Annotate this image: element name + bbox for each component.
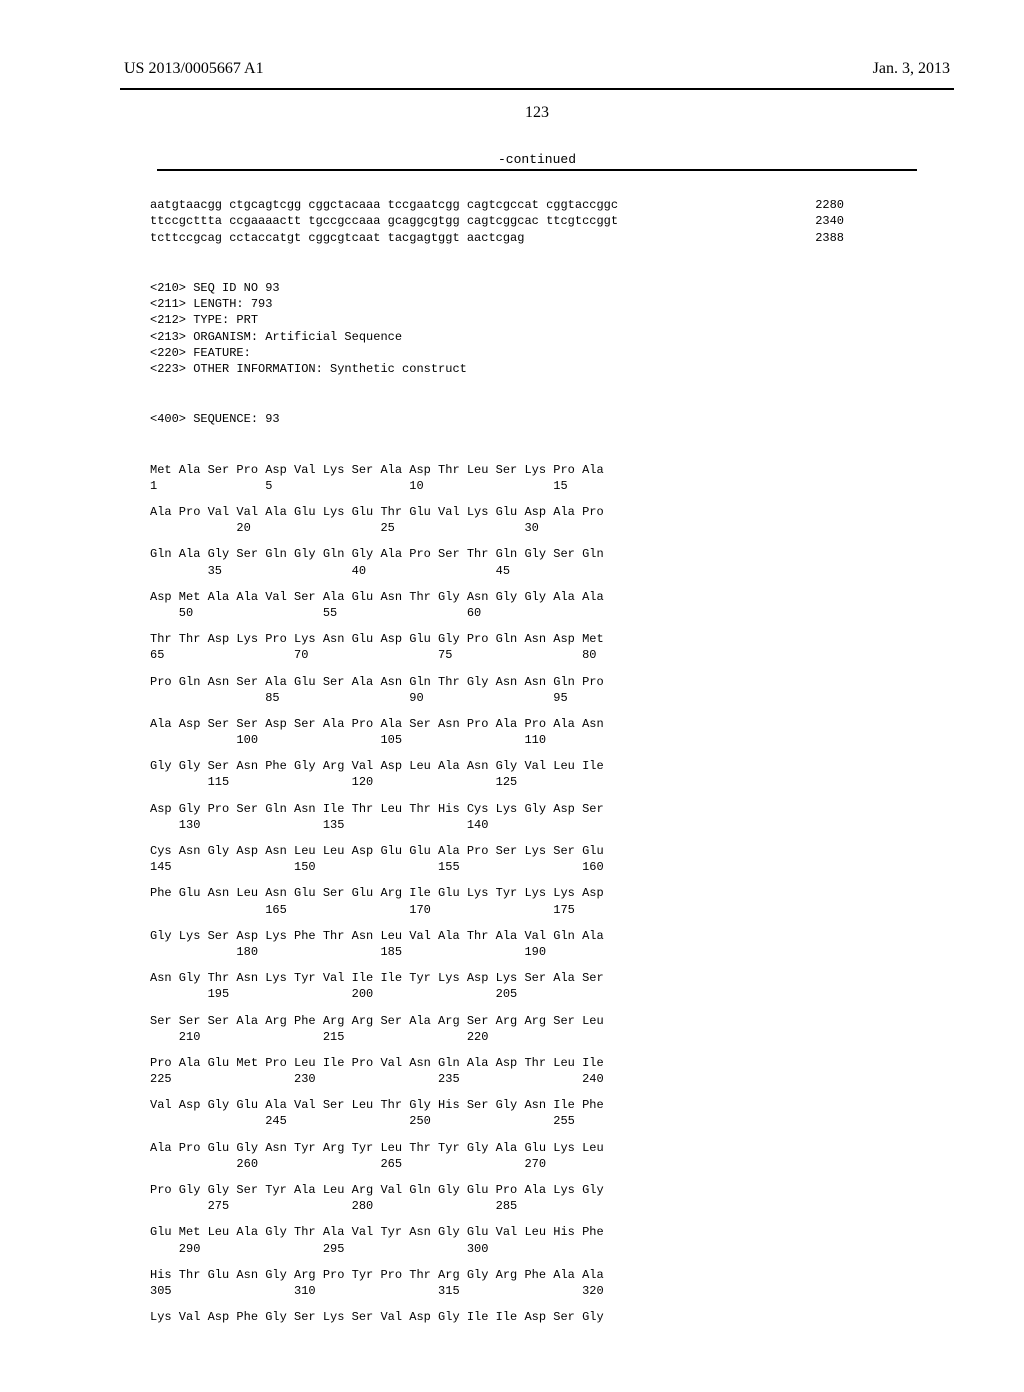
amino-acid-row: Glu Met Leu Ala Gly Thr Ala Val Tyr Asn …: [150, 1224, 954, 1256]
dna-sequence-text: tcttccgcag cctaccatgt cggcgtcaat tacgagt…: [150, 230, 794, 246]
amino-acid-positions: 245 250 255: [150, 1113, 954, 1129]
dna-position: 2340: [794, 213, 844, 229]
amino-acid-sequence: Lys Val Asp Phe Gly Ser Lys Ser Val Asp …: [150, 1309, 954, 1325]
sequence-top-rule: [157, 169, 917, 171]
amino-acid-row: Met Ala Ser Pro Asp Val Lys Ser Ala Asp …: [150, 462, 954, 494]
amino-acid-sequence: Ala Pro Glu Gly Asn Tyr Arg Tyr Leu Thr …: [150, 1140, 954, 1156]
amino-acid-row: Ala Pro Val Val Ala Glu Lys Glu Thr Glu …: [150, 504, 954, 536]
amino-acid-positions: 35 40 45: [150, 563, 954, 579]
amino-acid-positions: 260 265 270: [150, 1156, 954, 1172]
amino-acid-row: Asn Gly Thr Asn Lys Tyr Val Ile Ile Tyr …: [150, 970, 954, 1002]
publication-date: Jan. 3, 2013: [873, 60, 950, 78]
amino-acid-positions: 165 170 175: [150, 902, 954, 918]
amino-acid-sequence: Thr Thr Asp Lys Pro Lys Asn Glu Asp Glu …: [150, 631, 954, 647]
amino-acid-positions: 290 295 300: [150, 1241, 954, 1257]
amino-acid-positions: 195 200 205: [150, 986, 954, 1002]
dna-row: aatgtaacgg ctgcagtcgg cggctacaaa tccgaat…: [150, 197, 954, 213]
amino-acid-sequence: Pro Ala Glu Met Pro Leu Ile Pro Val Asn …: [150, 1055, 954, 1071]
amino-acid-row: Lys Val Asp Phe Gly Ser Lys Ser Val Asp …: [150, 1309, 954, 1325]
amino-acid-row: Val Asp Gly Glu Ala Val Ser Leu Thr Gly …: [150, 1097, 954, 1129]
amino-acid-sequence: Glu Met Leu Ala Gly Thr Ala Val Tyr Asn …: [150, 1224, 954, 1240]
dna-sequence-block: aatgtaacgg ctgcagtcgg cggctacaaa tccgaat…: [150, 197, 954, 246]
amino-acid-sequence: Asn Gly Thr Asn Lys Tyr Val Ile Ile Tyr …: [150, 970, 954, 986]
page-number: 123: [120, 104, 954, 122]
dna-position: 2388: [794, 230, 844, 246]
dna-sequence-text: aatgtaacgg ctgcagtcgg cggctacaaa tccgaat…: [150, 197, 794, 213]
amino-acid-row: Pro Ala Glu Met Pro Leu Ile Pro Val Asn …: [150, 1055, 954, 1087]
amino-acid-sequence: Ala Asp Ser Ser Asp Ser Ala Pro Ala Ser …: [150, 716, 954, 732]
amino-acid-row: Ala Asp Ser Ser Asp Ser Ala Pro Ala Ser …: [150, 716, 954, 748]
amino-acid-positions: 225 230 235 240: [150, 1071, 954, 1087]
amino-acid-sequence: Val Asp Gly Glu Ala Val Ser Leu Thr Gly …: [150, 1097, 954, 1113]
seq-header-line: <223> OTHER INFORMATION: Synthetic const…: [150, 361, 954, 377]
amino-acid-row: Cys Asn Gly Asp Asn Leu Leu Asp Glu Glu …: [150, 843, 954, 875]
seq-header-line: <212> TYPE: PRT: [150, 312, 954, 328]
seq-header-line: <220> FEATURE:: [150, 345, 954, 361]
amino-acid-sequence: Gly Lys Ser Asp Lys Phe Thr Asn Leu Val …: [150, 928, 954, 944]
amino-acid-positions: 65 70 75 80: [150, 647, 954, 663]
amino-acid-sequence: Cys Asn Gly Asp Asn Leu Leu Asp Glu Glu …: [150, 843, 954, 859]
amino-acid-sequence: Gly Gly Ser Asn Phe Gly Arg Val Asp Leu …: [150, 758, 954, 774]
amino-acid-row: Thr Thr Asp Lys Pro Lys Asn Glu Asp Glu …: [150, 631, 954, 663]
sequence-header-block: <210> SEQ ID NO 93<211> LENGTH: 793<212>…: [150, 280, 954, 377]
amino-acid-sequence: Ala Pro Val Val Ala Glu Lys Glu Thr Glu …: [150, 504, 954, 520]
amino-acid-positions: 305 310 315 320: [150, 1283, 954, 1299]
amino-acid-row: Asp Gly Pro Ser Gln Asn Ile Thr Leu Thr …: [150, 801, 954, 833]
amino-acid-positions: 130 135 140: [150, 817, 954, 833]
page-header: US 2013/0005667 A1 Jan. 3, 2013: [120, 60, 954, 78]
amino-acid-sequence: Asp Gly Pro Ser Gln Asn Ile Thr Leu Thr …: [150, 801, 954, 817]
amino-acid-sequence: Gln Ala Gly Ser Gln Gly Gln Gly Ala Pro …: [150, 546, 954, 562]
amino-acid-positions: 115 120 125: [150, 774, 954, 790]
dna-row: ttccgcttta ccgaaaactt tgccgccaaa gcaggcg…: [150, 213, 954, 229]
seq-header-line: <210> SEQ ID NO 93: [150, 280, 954, 296]
amino-acid-sequence: Asp Met Ala Ala Val Ser Ala Glu Asn Thr …: [150, 589, 954, 605]
amino-acid-sequence: Phe Glu Asn Leu Asn Glu Ser Glu Arg Ile …: [150, 885, 954, 901]
dna-position: 2280: [794, 197, 844, 213]
amino-acid-positions: 210 215 220: [150, 1029, 954, 1045]
amino-acid-positions: 180 185 190: [150, 944, 954, 960]
amino-acid-positions: 50 55 60: [150, 605, 954, 621]
amino-acid-row: Gly Lys Ser Asp Lys Phe Thr Asn Leu Val …: [150, 928, 954, 960]
protein-sequence-block: Met Ala Ser Pro Asp Val Lys Ser Ala Asp …: [150, 462, 954, 1326]
continued-label: -continued: [120, 152, 954, 167]
amino-acid-row: Ala Pro Glu Gly Asn Tyr Arg Tyr Leu Thr …: [150, 1140, 954, 1172]
amino-acid-row: Pro Gln Asn Ser Ala Glu Ser Ala Asn Gln …: [150, 674, 954, 706]
sequence-label-line: <400> SEQUENCE: 93: [150, 411, 954, 427]
publication-number: US 2013/0005667 A1: [124, 60, 264, 78]
amino-acid-row: Phe Glu Asn Leu Asn Glu Ser Glu Arg Ile …: [150, 885, 954, 917]
amino-acid-row: Ser Ser Ser Ala Arg Phe Arg Arg Ser Ala …: [150, 1013, 954, 1045]
sequence-listing: aatgtaacgg ctgcagtcgg cggctacaaa tccgaat…: [120, 181, 954, 1352]
amino-acid-row: Gly Gly Ser Asn Phe Gly Arg Val Asp Leu …: [150, 758, 954, 790]
amino-acid-row: Pro Gly Gly Ser Tyr Ala Leu Arg Val Gln …: [150, 1182, 954, 1214]
amino-acid-row: Asp Met Ala Ala Val Ser Ala Glu Asn Thr …: [150, 589, 954, 621]
amino-acid-sequence: His Thr Glu Asn Gly Arg Pro Tyr Pro Thr …: [150, 1267, 954, 1283]
amino-acid-positions: 145 150 155 160: [150, 859, 954, 875]
dna-row: tcttccgcag cctaccatgt cggcgtcaat tacgagt…: [150, 230, 954, 246]
amino-acid-row: Gln Ala Gly Ser Gln Gly Gln Gly Ala Pro …: [150, 546, 954, 578]
seq-header-line: <211> LENGTH: 793: [150, 296, 954, 312]
seq-header-line: <213> ORGANISM: Artificial Sequence: [150, 329, 954, 345]
amino-acid-positions: 20 25 30: [150, 520, 954, 536]
amino-acid-row: His Thr Glu Asn Gly Arg Pro Tyr Pro Thr …: [150, 1267, 954, 1299]
amino-acid-sequence: Pro Gln Asn Ser Ala Glu Ser Ala Asn Gln …: [150, 674, 954, 690]
amino-acid-positions: 275 280 285: [150, 1198, 954, 1214]
header-rule: [120, 88, 954, 90]
dna-sequence-text: ttccgcttta ccgaaaactt tgccgccaaa gcaggcg…: [150, 213, 794, 229]
amino-acid-positions: 85 90 95: [150, 690, 954, 706]
amino-acid-positions: 1 5 10 15: [150, 478, 954, 494]
amino-acid-sequence: Pro Gly Gly Ser Tyr Ala Leu Arg Val Gln …: [150, 1182, 954, 1198]
amino-acid-sequence: Ser Ser Ser Ala Arg Phe Arg Arg Ser Ala …: [150, 1013, 954, 1029]
amino-acid-sequence: Met Ala Ser Pro Asp Val Lys Ser Ala Asp …: [150, 462, 954, 478]
amino-acid-positions: 100 105 110: [150, 732, 954, 748]
